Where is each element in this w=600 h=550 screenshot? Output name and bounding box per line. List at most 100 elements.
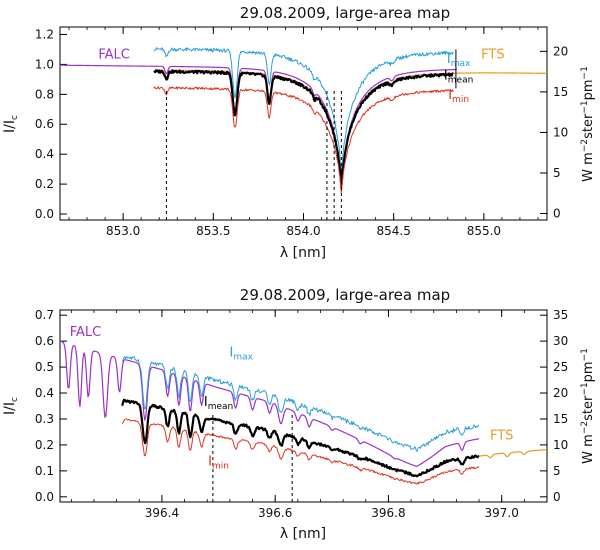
panel-ca-ir: 29.08.2009, large-area map 853.0 853.5 854… — [2, 4, 596, 261]
label-i-min: Imin — [448, 88, 469, 105]
series-i-mean — [121, 398, 480, 478]
y-right-tick-label: 5 — [553, 166, 561, 180]
yr-sup3: −1 — [580, 348, 590, 361]
y-tick-label: 0.2 — [35, 438, 54, 452]
label-i-max: Imax — [447, 52, 471, 69]
y-axis-label-sub: c — [10, 397, 20, 402]
yr-sup3: −1 — [580, 66, 590, 79]
y-right-tick-label: 30 — [553, 334, 568, 348]
y-right-axis-label: W m−2ster−1pm−1 — [580, 66, 596, 182]
y-right-tick-label: 20 — [553, 44, 568, 58]
yr-p1: W m — [581, 152, 596, 182]
tick-layer: 396.4 396.6 396.8 397.0 0.0 0.1 0.2 0.3 0.4 0.5 0.… — [35, 308, 568, 520]
y-tick-label: 0.5 — [35, 360, 54, 374]
x-tick-label: 396.6 — [258, 506, 292, 520]
series-i-min — [153, 86, 454, 194]
label-i-min: Imin — [208, 455, 229, 472]
series-i-min — [121, 418, 480, 485]
tick-layer: 853.0 853.5 854.0 854.5 855.0 0.0 0.2 0.4 0.6 0.8… — [35, 27, 568, 238]
x-tick-label: 853.5 — [196, 224, 230, 238]
yr-sup2: −1 — [580, 100, 590, 113]
curve-layer — [59, 47, 548, 194]
y-tick-label: 0.4 — [35, 147, 54, 161]
y-axis-label: I/Ic — [2, 397, 20, 415]
label-fts: FTS — [490, 429, 513, 444]
label-subscript: max — [451, 59, 471, 69]
label-subscript: min — [452, 95, 469, 105]
y-tick-label: 0.4 — [35, 386, 54, 400]
y-tick-label: 1.0 — [35, 57, 54, 71]
y-right-tick-label: 0 — [553, 490, 561, 504]
label-falc: FALC — [98, 47, 130, 62]
label-text: I — [448, 88, 452, 103]
y-axis-label-main: I/I — [2, 402, 18, 415]
y-tick-label: 0.2 — [35, 177, 54, 191]
series-i-max — [121, 356, 480, 452]
y-right-tick-label: 15 — [553, 412, 568, 426]
x-tick-label: 855.0 — [467, 224, 501, 238]
vline-layer — [165, 88, 342, 220]
y-tick-label: 0.0 — [35, 207, 54, 221]
series-falc — [59, 340, 480, 467]
x-axis-label: λ [nm] — [280, 526, 326, 542]
label-subscript: min — [212, 462, 229, 472]
series-fts — [121, 400, 548, 477]
plot-frame — [59, 309, 548, 503]
series-falc — [59, 64, 457, 184]
y-tick-label: 0.0 — [35, 490, 54, 504]
plot-frame — [59, 26, 548, 221]
series-i-max — [153, 47, 454, 175]
x-tick-label: 853.0 — [106, 224, 140, 238]
yr-p3: pm — [581, 79, 596, 100]
label-text: I — [444, 68, 448, 83]
y-axis-label-main: I/I — [2, 120, 18, 133]
panel-ca-h: 29.08.2009, large-area map 396.4 396.6 396… — [2, 286, 596, 542]
label-fts: FTS — [481, 47, 504, 62]
y-tick-label: 0.7 — [35, 308, 54, 322]
label-i-mean: Imean — [204, 395, 233, 412]
label-text: FTS — [481, 47, 504, 62]
label-i-mean: Imean — [444, 68, 473, 85]
yr-p2: ster — [581, 113, 596, 139]
vline-layer — [212, 413, 293, 502]
curve-layer — [59, 340, 548, 485]
label-text: I — [208, 455, 212, 470]
yr-sup2: −1 — [580, 382, 590, 395]
label-text: I — [204, 395, 208, 410]
y-axis-label: I/Ic — [2, 115, 20, 133]
x-tick-label: 396.8 — [371, 506, 405, 520]
x-tick-label: 397.0 — [485, 506, 519, 520]
y-right-tick-label: 10 — [553, 125, 568, 139]
y-right-tick-label: 15 — [553, 85, 568, 99]
label-i-max: Imax — [229, 346, 253, 363]
chart-title: 29.08.2009, large-area map — [240, 286, 450, 304]
y-tick-label: 0.6 — [35, 117, 54, 131]
y-tick-label: 0.8 — [35, 87, 54, 101]
yr-sup1: −2 — [580, 421, 590, 434]
y-tick-label: 0.3 — [35, 412, 54, 426]
label-text: FTS — [490, 429, 513, 444]
y-right-axis-label: W m−2ster−1pm−1 — [580, 348, 596, 464]
label-text: I — [229, 346, 233, 361]
y-tick-label: 0.1 — [35, 464, 54, 478]
label-text: FALC — [98, 47, 130, 62]
series-i-mean — [153, 69, 454, 189]
y-right-tick-label: 10 — [553, 438, 568, 452]
x-axis-label: λ [nm] — [280, 245, 326, 261]
label-subscript: mean — [448, 75, 474, 85]
x-tick-label: 854.0 — [286, 224, 320, 238]
chart-title: 29.08.2009, large-area map — [240, 4, 450, 22]
yr-sup1: −2 — [580, 139, 590, 152]
y-axis-label-sub: c — [10, 115, 20, 120]
yr-p3: pm — [581, 361, 596, 382]
series-fts — [159, 69, 548, 183]
label-subscript: mean — [208, 402, 234, 412]
y-tick-label: 0.6 — [35, 334, 54, 348]
yr-p1: W m — [581, 434, 596, 464]
y-right-tick-label: 25 — [553, 360, 568, 374]
x-tick-label: 396.4 — [145, 506, 179, 520]
